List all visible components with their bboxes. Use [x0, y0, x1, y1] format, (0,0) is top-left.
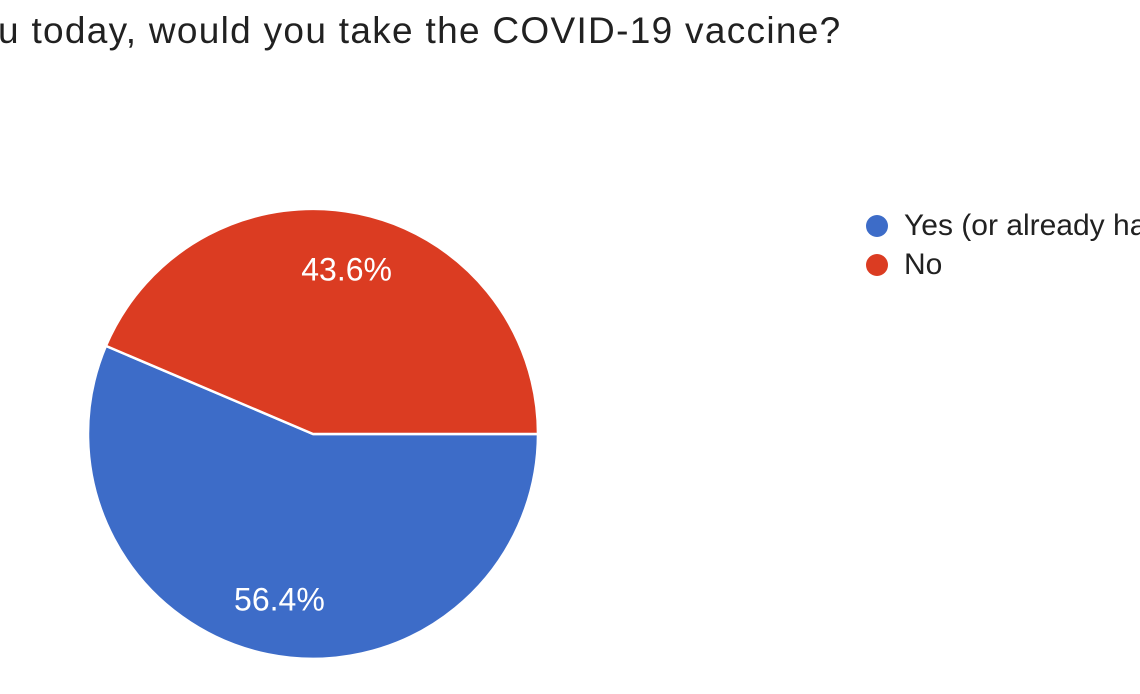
legend-swatch-icon — [866, 214, 888, 237]
legend-item: Yes (or already ha — [866, 206, 1140, 245]
legend-item: No — [866, 245, 1140, 284]
pie-slice-label: 43.6% — [301, 252, 392, 288]
chart-title: u today, would you take the COVID-19 vac… — [0, 10, 842, 51]
chart-legend: Yes (or already ha No — [866, 206, 1140, 284]
pie-slice-label: 56.4% — [234, 581, 325, 617]
legend-label: Yes (or already ha — [904, 208, 1140, 242]
pie-slice[interactable] — [104, 207, 540, 436]
pie-slice[interactable] — [86, 344, 540, 661]
legend-swatch-icon — [866, 253, 888, 276]
legend-label: No — [904, 247, 943, 281]
